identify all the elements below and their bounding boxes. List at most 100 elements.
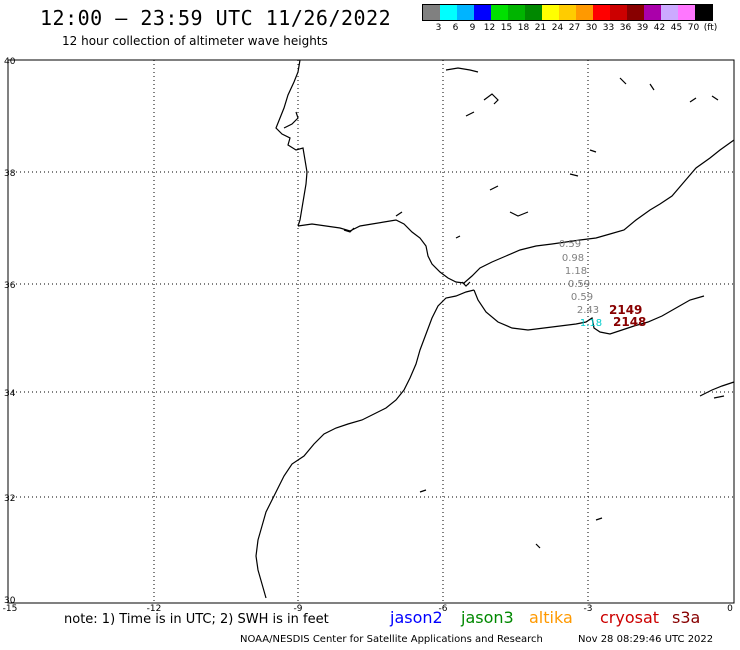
coast-morocco-med bbox=[473, 289, 705, 335]
x-tick: -6 bbox=[439, 604, 448, 614]
y-tick: 38 bbox=[4, 169, 16, 179]
swh-value: 0.98 bbox=[562, 253, 584, 264]
legend-label: 12 bbox=[483, 23, 496, 33]
coastline bbox=[255, 59, 735, 599]
legend-swatch bbox=[457, 5, 474, 20]
legend-swatch bbox=[440, 5, 457, 20]
legend-swatch bbox=[474, 5, 491, 20]
legend-label: (ft) bbox=[703, 23, 718, 33]
legend-label: 24 bbox=[551, 23, 564, 33]
legend-swatch bbox=[508, 5, 525, 20]
legend-label: 30 bbox=[585, 23, 598, 33]
legend-label: 70 bbox=[687, 23, 700, 33]
observation-labels: 0.59 0.98 1.18 0.59 0.59 2.43 1.18 bbox=[559, 239, 602, 329]
coast-islet-14 bbox=[419, 489, 427, 493]
swh-value: 0.59 bbox=[571, 292, 593, 303]
coast-islet-10 bbox=[711, 95, 719, 101]
graticule bbox=[8, 60, 734, 603]
x-tick: -15 bbox=[3, 604, 18, 614]
coast-algeria-2 bbox=[713, 395, 725, 399]
coast-algeria bbox=[699, 381, 735, 397]
timestamp: Nov 28 08:29:46 UTC 2022 bbox=[578, 634, 714, 645]
swh-value: 1.18 bbox=[580, 318, 602, 329]
legend-labels: 3 6 9 12 15 18 21 24 27 30 33 36 39 42 45 70 (ft) bbox=[422, 21, 718, 35]
swh-value: 0.59 bbox=[559, 239, 581, 250]
legend-swatch bbox=[610, 5, 627, 20]
legend-swatch bbox=[678, 5, 695, 20]
coast-portugal bbox=[275, 59, 308, 227]
x-axis-labels: -15 -12 -9 -6 -3 0 bbox=[3, 604, 733, 614]
legend-swatch bbox=[627, 5, 644, 20]
coast-islet-7 bbox=[619, 77, 627, 85]
x-tick: 0 bbox=[727, 604, 733, 614]
x-tick: -12 bbox=[147, 604, 162, 614]
coast-islet-3 bbox=[465, 111, 475, 117]
legend-swatch bbox=[593, 5, 610, 20]
legend-label: 27 bbox=[568, 23, 581, 33]
y-tick: 30 bbox=[4, 596, 16, 606]
y-tick: 36 bbox=[4, 281, 16, 291]
y-tick: 40 bbox=[4, 57, 16, 67]
legend-swatch bbox=[525, 5, 542, 20]
coast-islet-2 bbox=[483, 93, 499, 105]
pass-label-2149: 2149 bbox=[609, 303, 642, 317]
map-title: 12:00 – 23:59 UTC 11/26/2022 bbox=[40, 6, 392, 30]
legend-label: 18 bbox=[517, 23, 530, 33]
coast-islet-1 bbox=[445, 67, 479, 73]
legend-label: 21 bbox=[534, 23, 547, 33]
pass-label-2148: 2148 bbox=[613, 315, 646, 329]
legend-label: 36 bbox=[619, 23, 632, 33]
legend-label: 6 bbox=[452, 23, 459, 33]
footer-note: note: 1) Time is in UTC; 2) SWH is in fe… bbox=[64, 612, 329, 627]
coast-morocco-atlantic bbox=[255, 289, 475, 599]
x-tick: -3 bbox=[584, 604, 593, 614]
wave-height-legend: 3 6 9 12 15 18 21 24 27 30 33 36 39 42 45 70 (ft) bbox=[422, 4, 718, 35]
legend-color-bar bbox=[422, 4, 713, 21]
coast-islet-11 bbox=[395, 211, 403, 217]
legend-swatch bbox=[661, 5, 678, 20]
coast-islet-16 bbox=[535, 543, 541, 549]
legend-label: 3 bbox=[435, 23, 442, 33]
legend-swatch bbox=[559, 5, 576, 20]
satellite-s3a: s3a bbox=[672, 608, 701, 627]
legend-label: 9 bbox=[469, 23, 476, 33]
swh-value: 1.18 bbox=[565, 266, 587, 277]
legend-label: 15 bbox=[500, 23, 513, 33]
legend-label: 45 bbox=[670, 23, 683, 33]
coast-islet-8 bbox=[649, 83, 655, 91]
coast-tagus bbox=[283, 111, 299, 129]
coast-islet-15 bbox=[595, 517, 603, 521]
swh-value: 0.59 bbox=[568, 279, 590, 290]
coast-islet-5 bbox=[509, 211, 529, 217]
legend-swatch bbox=[491, 5, 508, 20]
satellite-jason3: jason3 bbox=[461, 608, 514, 627]
x-tick: -9 bbox=[294, 604, 303, 614]
y-tick: 34 bbox=[4, 389, 16, 399]
legend-swatch bbox=[576, 5, 593, 20]
coast-islet-12 bbox=[455, 235, 461, 239]
swh-value: 2.43 bbox=[577, 305, 599, 316]
legend-swatch bbox=[695, 5, 712, 20]
coast-islet-9 bbox=[689, 97, 697, 103]
coast-islet-13 bbox=[589, 149, 597, 153]
coast-islet-4 bbox=[489, 185, 499, 191]
legend-label: 33 bbox=[602, 23, 615, 33]
y-axis-labels: 40 38 36 34 32 30 bbox=[4, 57, 16, 606]
pass-labels: 2149 2148 bbox=[609, 303, 646, 329]
satellite-jason2: jason2 bbox=[390, 608, 443, 627]
coast-gibraltar bbox=[461, 281, 471, 287]
legend-label: 39 bbox=[636, 23, 649, 33]
legend-swatch bbox=[644, 5, 661, 20]
map-subtitle: 12 hour collection of altimeter wave hei… bbox=[62, 34, 328, 48]
legend-swatch bbox=[542, 5, 559, 20]
map-frame bbox=[7, 59, 735, 604]
legend-label: 42 bbox=[653, 23, 666, 33]
coast-cadiz bbox=[343, 227, 355, 233]
satellite-cryosat: cryosat bbox=[600, 608, 660, 627]
y-tick: 32 bbox=[4, 494, 15, 504]
legend-swatch bbox=[423, 5, 440, 20]
credit-text: NOAA/NESDIS Center for Satellite Applica… bbox=[240, 634, 543, 645]
coast-algarve bbox=[297, 139, 735, 284]
coast-islet-6 bbox=[569, 173, 579, 177]
